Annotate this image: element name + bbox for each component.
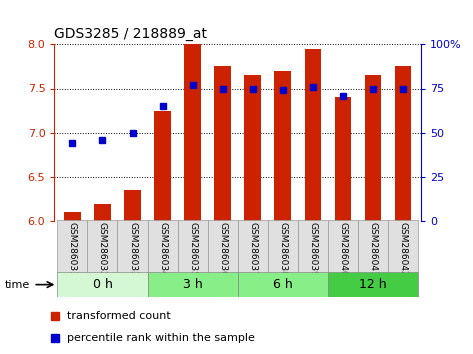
Bar bbox=[208, 220, 238, 273]
Text: GSM286040: GSM286040 bbox=[338, 222, 347, 276]
Bar bbox=[268, 220, 298, 273]
Bar bbox=[328, 220, 358, 273]
Bar bbox=[394, 67, 411, 221]
Text: GSM286039: GSM286039 bbox=[308, 222, 317, 276]
Bar bbox=[64, 212, 81, 221]
Bar bbox=[365, 75, 381, 221]
Text: GSM286038: GSM286038 bbox=[278, 222, 287, 276]
Bar bbox=[274, 71, 291, 221]
Bar bbox=[148, 220, 177, 273]
Text: GSM286036: GSM286036 bbox=[218, 222, 227, 276]
Bar bbox=[305, 48, 321, 221]
Text: 0 h: 0 h bbox=[93, 278, 113, 291]
Text: GSM286035: GSM286035 bbox=[188, 222, 197, 276]
Text: GSM286033: GSM286033 bbox=[128, 222, 137, 276]
Bar bbox=[238, 220, 268, 273]
Bar bbox=[124, 190, 141, 221]
Text: GSM286034: GSM286034 bbox=[158, 222, 167, 276]
Text: 3 h: 3 h bbox=[183, 278, 202, 291]
Text: GSM286032: GSM286032 bbox=[98, 222, 107, 276]
Text: GSM286037: GSM286037 bbox=[248, 222, 257, 276]
Bar bbox=[177, 220, 208, 273]
Bar bbox=[328, 272, 418, 297]
Bar bbox=[88, 220, 117, 273]
Bar bbox=[184, 44, 201, 221]
Text: GSM286031: GSM286031 bbox=[68, 222, 77, 276]
Bar bbox=[245, 75, 261, 221]
Bar bbox=[117, 220, 148, 273]
Text: GSM286041: GSM286041 bbox=[368, 222, 377, 276]
Text: percentile rank within the sample: percentile rank within the sample bbox=[68, 333, 255, 343]
Bar bbox=[148, 272, 238, 297]
Bar bbox=[334, 97, 351, 221]
Bar bbox=[57, 220, 88, 273]
Text: time: time bbox=[5, 280, 30, 290]
Bar bbox=[238, 272, 328, 297]
Text: GSM286042: GSM286042 bbox=[398, 222, 407, 276]
Bar bbox=[298, 220, 328, 273]
Text: 6 h: 6 h bbox=[273, 278, 293, 291]
Bar bbox=[358, 220, 388, 273]
Text: GDS3285 / 218889_at: GDS3285 / 218889_at bbox=[54, 27, 207, 41]
Bar bbox=[154, 110, 171, 221]
Bar bbox=[94, 204, 111, 221]
Bar bbox=[388, 220, 418, 273]
Bar bbox=[57, 272, 148, 297]
Bar bbox=[214, 67, 231, 221]
Text: 12 h: 12 h bbox=[359, 278, 387, 291]
Text: transformed count: transformed count bbox=[68, 310, 171, 320]
